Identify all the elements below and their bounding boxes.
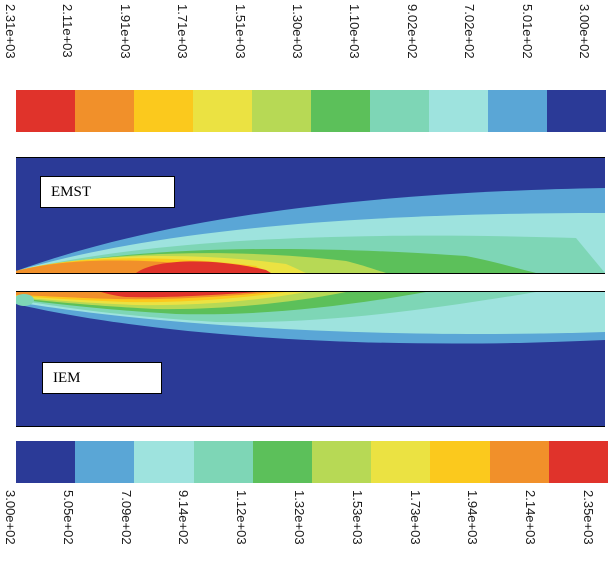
iem-contour-panel (16, 291, 605, 427)
bottom-legend-tick-label: 1.94e+03 (465, 490, 481, 545)
bottom-legend-tick-label: 1.53e+03 (349, 490, 365, 545)
bottom-legend-tick-label: 2.35e+03 (581, 490, 596, 545)
emst-contour-panel (16, 157, 605, 274)
top-colorbar (16, 90, 606, 132)
bottom-legend-tick-label: 1.12e+03 (234, 490, 250, 545)
top-colorbar-swatch (134, 90, 193, 132)
bottom-colorbar-swatch (548, 441, 609, 483)
emst-label: EMST (40, 176, 175, 208)
bottom-colorbar-swatch (75, 441, 135, 483)
top-legend-tick-label: 2.31e+03 (3, 4, 18, 59)
top-colorbar-swatch (75, 90, 134, 132)
top-colorbar-swatch (488, 90, 547, 132)
bottom-colorbar-swatch (489, 441, 549, 483)
bottom-legend-tick-label: 1.73e+03 (407, 490, 423, 545)
bottom-colorbar-swatch (252, 441, 313, 483)
top-colorbar-swatch (547, 90, 606, 132)
bottom-legend-tick-label: 2.14e+03 (523, 490, 539, 545)
bottom-legend-tick-label: 7.09e+02 (118, 490, 134, 545)
bottom-colorbar-swatch (312, 441, 372, 483)
bottom-colorbar-swatch (134, 441, 194, 483)
bottom-colorbar-swatch (430, 441, 490, 483)
top-legend-tick-label: 5.01e+02 (519, 4, 535, 59)
top-legend-tick-label: 2.11e+03 (60, 4, 76, 58)
top-legend-tick-label: 9.02e+02 (404, 4, 420, 59)
bottom-legend-tick-label: 9.14e+02 (176, 490, 192, 545)
top-colorbar-swatch (429, 90, 488, 132)
top-legend-tick-label: 7.02e+02 (462, 4, 478, 59)
bottom-colorbar (16, 441, 609, 483)
top-legend-tick-label: 1.91e+03 (117, 4, 133, 59)
top-legend-tick-label: 1.51e+03 (232, 4, 248, 59)
iem-contour (16, 292, 605, 344)
top-legend-tick-label: 1.71e+03 (175, 4, 191, 59)
iem-label: IEM (42, 362, 162, 394)
bottom-legend-tick-label: 1.32e+03 (292, 490, 307, 545)
bottom-legend-tick-label: 5.05e+02 (60, 490, 76, 545)
top-colorbar-swatch (252, 90, 311, 132)
top-legend-tick-label: 1.10e+03 (347, 4, 363, 59)
top-colorbar-swatch (193, 90, 252, 132)
top-colorbar-swatch (16, 90, 75, 132)
bottom-colorbar-swatch (371, 441, 431, 483)
top-legend-tick-label: 1.30e+03 (290, 4, 305, 59)
bottom-colorbar-swatch (193, 441, 253, 483)
top-colorbar-swatch (311, 90, 370, 132)
bottom-colorbar-swatch (16, 441, 76, 483)
emst-contour (16, 188, 605, 273)
top-colorbar-swatch (370, 90, 429, 132)
top-legend-tick-label: 3.00e+02 (577, 4, 592, 59)
bottom-legend-tick-label: 3.00e+02 (3, 490, 18, 545)
